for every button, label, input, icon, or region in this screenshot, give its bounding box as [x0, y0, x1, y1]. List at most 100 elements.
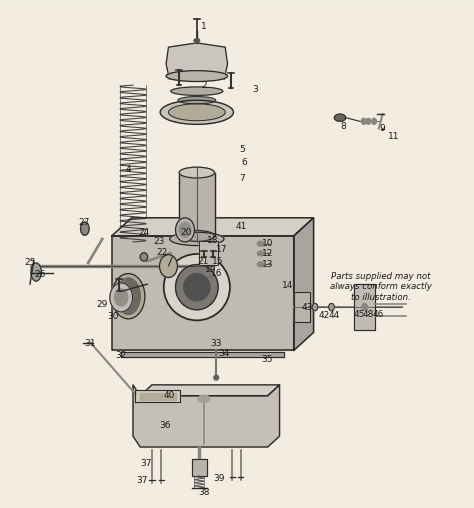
Ellipse shape — [178, 97, 216, 104]
Text: 41: 41 — [236, 223, 247, 231]
Ellipse shape — [160, 100, 234, 124]
Polygon shape — [112, 236, 294, 351]
Text: 48: 48 — [363, 310, 374, 319]
Text: 31: 31 — [85, 339, 96, 348]
Text: 20: 20 — [181, 229, 192, 237]
Ellipse shape — [159, 255, 177, 277]
Text: 36: 36 — [159, 421, 171, 430]
Text: 6: 6 — [241, 158, 247, 168]
Text: 46: 46 — [372, 310, 383, 319]
Polygon shape — [166, 43, 228, 79]
Text: 25: 25 — [24, 258, 36, 267]
Ellipse shape — [372, 118, 376, 124]
Ellipse shape — [214, 375, 219, 380]
Ellipse shape — [175, 265, 218, 310]
Text: 37: 37 — [137, 475, 148, 485]
Text: 3: 3 — [252, 85, 258, 94]
Polygon shape — [136, 390, 180, 402]
Ellipse shape — [179, 223, 191, 237]
Text: 8: 8 — [340, 121, 346, 131]
Text: 5: 5 — [239, 145, 245, 154]
Ellipse shape — [175, 218, 194, 242]
Ellipse shape — [112, 274, 145, 319]
Text: 13: 13 — [262, 260, 273, 269]
Polygon shape — [121, 353, 284, 357]
Polygon shape — [294, 218, 314, 351]
Ellipse shape — [194, 39, 200, 42]
Ellipse shape — [179, 167, 215, 178]
Ellipse shape — [110, 283, 133, 312]
Ellipse shape — [257, 251, 264, 256]
Ellipse shape — [361, 118, 366, 124]
Ellipse shape — [168, 104, 225, 121]
Ellipse shape — [198, 395, 210, 402]
Text: 40: 40 — [164, 391, 175, 400]
Text: 16: 16 — [210, 269, 222, 278]
Text: 11: 11 — [388, 132, 400, 141]
Ellipse shape — [312, 303, 318, 311]
Text: 32: 32 — [116, 351, 127, 360]
Ellipse shape — [164, 254, 230, 321]
Text: 23: 23 — [154, 237, 165, 246]
Bar — [294, 292, 310, 322]
Text: 14: 14 — [282, 281, 293, 290]
Text: 12: 12 — [262, 249, 273, 258]
Bar — [294, 292, 310, 322]
Bar — [199, 241, 218, 265]
Text: 9: 9 — [380, 124, 385, 133]
Text: 27: 27 — [79, 218, 90, 227]
Bar — [199, 241, 218, 265]
Text: 26: 26 — [34, 270, 46, 279]
Text: 22: 22 — [157, 248, 168, 257]
Text: 33: 33 — [210, 339, 222, 348]
Text: 38: 38 — [198, 488, 210, 497]
Text: 45: 45 — [353, 310, 365, 319]
Ellipse shape — [115, 289, 128, 306]
Ellipse shape — [366, 118, 371, 124]
Text: 19: 19 — [205, 265, 216, 274]
Text: 43: 43 — [301, 303, 313, 311]
Ellipse shape — [362, 303, 367, 311]
Text: 21: 21 — [198, 258, 209, 266]
Ellipse shape — [31, 263, 41, 281]
Text: 7: 7 — [239, 174, 245, 182]
Bar — [354, 284, 375, 330]
Text: 35: 35 — [261, 355, 273, 364]
Bar — [191, 459, 207, 476]
Text: 37: 37 — [140, 459, 152, 468]
Text: 30: 30 — [107, 311, 118, 321]
Polygon shape — [140, 385, 280, 396]
Text: 29: 29 — [97, 300, 108, 309]
Polygon shape — [133, 385, 280, 447]
Text: 10: 10 — [262, 239, 273, 248]
Ellipse shape — [117, 278, 140, 314]
Ellipse shape — [257, 262, 264, 267]
Text: 24: 24 — [138, 229, 149, 237]
Ellipse shape — [328, 303, 334, 311]
Text: 17: 17 — [216, 245, 227, 253]
Ellipse shape — [179, 231, 215, 241]
Text: 44: 44 — [329, 311, 340, 320]
Text: 1: 1 — [201, 21, 207, 30]
Ellipse shape — [117, 278, 140, 314]
Ellipse shape — [184, 274, 210, 301]
Ellipse shape — [171, 87, 223, 96]
Text: 39: 39 — [213, 474, 225, 483]
Text: 15: 15 — [212, 257, 224, 266]
Text: 34: 34 — [219, 349, 230, 358]
Ellipse shape — [170, 232, 224, 245]
Ellipse shape — [334, 114, 346, 121]
Polygon shape — [179, 173, 215, 236]
Text: 18: 18 — [207, 236, 218, 245]
Polygon shape — [112, 218, 314, 236]
Bar — [191, 459, 207, 476]
Bar — [354, 284, 375, 330]
Text: 42: 42 — [319, 311, 330, 320]
Ellipse shape — [140, 253, 148, 261]
Ellipse shape — [257, 241, 264, 246]
Text: Parts supplied may not
always conform exactly
to illustration.: Parts supplied may not always conform ex… — [330, 272, 432, 302]
Ellipse shape — [81, 222, 89, 235]
Text: 4: 4 — [126, 165, 131, 174]
Bar — [140, 393, 175, 400]
Text: 2: 2 — [201, 81, 207, 89]
